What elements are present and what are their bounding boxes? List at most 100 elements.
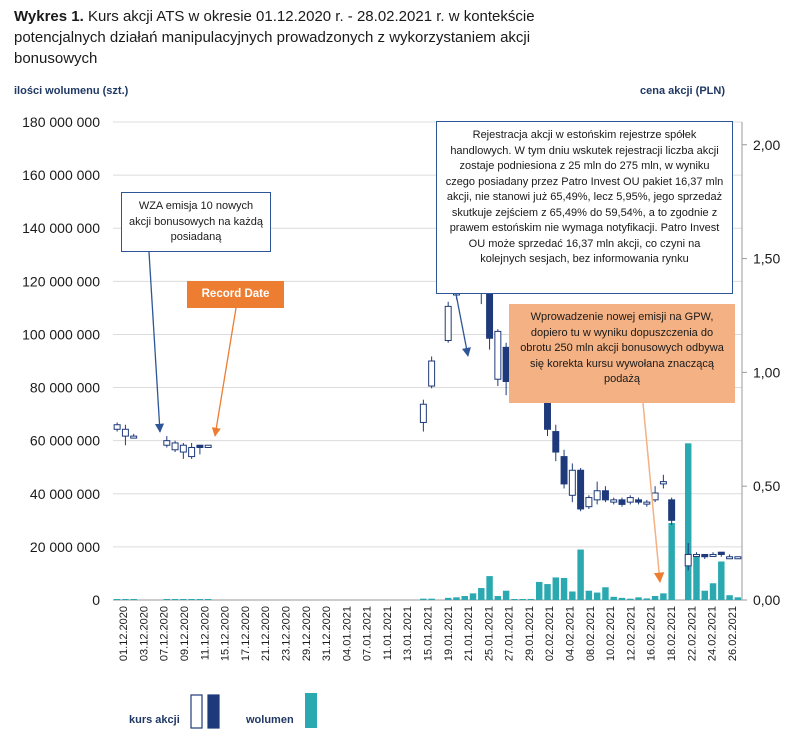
volume-bar (660, 593, 667, 600)
candle-down (601, 490, 609, 501)
x-tick-label: 21.01.2021 (463, 606, 475, 661)
x-tick: 04.01.2021 (341, 606, 353, 661)
volume-bar (486, 576, 493, 600)
volume-bar (461, 596, 468, 600)
candle-down (701, 553, 709, 558)
x-tick-label: 18.02.2021 (666, 606, 678, 661)
volume-bar (668, 522, 675, 600)
left-tick-label: 0 (92, 592, 100, 608)
emission-arrow (642, 402, 665, 584)
legend-volume-label: wolumen (245, 714, 294, 726)
volume-bar (420, 598, 427, 600)
candle-up (113, 424, 121, 430)
volume-bar (469, 593, 477, 600)
x-tick-label: 03.12.2020 (138, 606, 150, 661)
x-tick-label: 02.02.2021 (544, 606, 556, 661)
left-tick-label: 20 000 000 (30, 539, 100, 555)
volume-bar (602, 587, 609, 600)
legend-price-down-swatch (207, 694, 220, 729)
x-tick: 09.12.2020 (179, 606, 191, 661)
legend-price-label: kurs akcji (129, 714, 180, 726)
left-tick-label: 140 000 000 (22, 220, 100, 236)
candle-up (568, 469, 576, 496)
candle-up (659, 481, 667, 485)
volume-bar (635, 597, 642, 600)
x-tick-label: 25.01.2021 (483, 606, 495, 661)
candle-up (610, 499, 618, 503)
x-tick: 19.01.2021 (443, 606, 455, 661)
volume-bar (684, 443, 692, 600)
x-tick-label: 16.02.2021 (646, 606, 658, 661)
volume-bar (552, 577, 560, 600)
volume-bar (726, 595, 733, 600)
candle-up (163, 440, 171, 446)
candle-up (130, 435, 138, 439)
x-tick: 02.02.2021 (544, 606, 556, 661)
volume-bar (171, 599, 179, 600)
volume-bar (519, 599, 526, 600)
volume-bar (527, 598, 535, 600)
x-tick-label: 29.01.2021 (524, 606, 536, 661)
x-tick-label: 11.12.2020 (199, 606, 211, 660)
x-tick: 10.02.2021 (605, 606, 617, 661)
x-tick-label: 17.12.2020 (240, 606, 252, 661)
candle-up (204, 444, 212, 448)
volume-bar (536, 581, 543, 600)
volume-bar (610, 596, 617, 600)
volume-bar (693, 554, 700, 600)
volume-bar (188, 599, 195, 600)
x-tick-label: 21.12.2020 (260, 606, 272, 661)
x-tick: 29.12.2020 (301, 606, 313, 661)
x-tick-label: 04.02.2021 (565, 606, 577, 661)
candle-up (188, 446, 196, 458)
x-tick-label: 29.12.2020 (301, 606, 313, 661)
candle-up (726, 556, 734, 560)
x-tick-label: 15.12.2020 (220, 606, 232, 661)
candle-up (419, 403, 427, 423)
annotation-registration: Rejestracja akcji w estońskim rejestrze … (436, 121, 733, 294)
candle-down (560, 456, 568, 485)
candle-down (196, 444, 204, 448)
x-tick: 04.02.2021 (565, 606, 577, 661)
volume-bar (718, 561, 725, 600)
legend-price-up-swatch (190, 694, 203, 729)
right-tick-label: 1,50 (753, 251, 780, 267)
x-tick: 01.12.2020 (118, 606, 130, 661)
volume-bar (643, 598, 651, 600)
x-tick: 07.12.2020 (159, 606, 171, 661)
x-tick: 24.02.2021 (707, 606, 719, 661)
x-tick-label: 22.02.2021 (686, 606, 698, 661)
x-tick: 08.02.2021 (585, 606, 597, 661)
chart-title: Wykres 1. Kurs akcji ATS w okresie 01.12… (14, 8, 535, 67)
volume-bar (494, 596, 502, 600)
x-tick: 21.12.2020 (260, 606, 272, 661)
right-tick-label: 0,50 (753, 478, 780, 494)
volume-bar (478, 588, 485, 600)
x-tick-label: 27.01.2021 (504, 606, 516, 661)
x-tick-label: 31.12.2020 (321, 606, 333, 661)
candle-down (635, 499, 643, 503)
x-tick-label: 12.02.2021 (625, 606, 637, 661)
x-tick: 23.12.2020 (280, 606, 292, 661)
annotation-wza: WZA emisja 10 nowych akcji bonusowych na… (121, 192, 271, 252)
volume-bar (734, 597, 742, 600)
x-tick: 16.02.2021 (646, 606, 658, 661)
right-tick-label: 0,00 (753, 592, 780, 608)
volume-bar (453, 597, 460, 600)
volume-bar (130, 599, 137, 600)
volume-bar (180, 599, 187, 600)
annotation-new-emission: Wprowadzenie nowej emisji na GPW, dopier… (509, 304, 735, 403)
record-date-arrow (211, 307, 237, 437)
volume-bar (113, 599, 121, 600)
x-tick: 21.01.2021 (463, 606, 475, 661)
volume-bar (444, 597, 452, 600)
candle-up (651, 492, 659, 501)
x-tick: 11.12.2020 (199, 606, 211, 660)
left-tick-label: 120 000 000 (22, 273, 100, 289)
x-tick: 22.02.2021 (686, 606, 698, 661)
x-tick-label: 15.01.2021 (423, 606, 435, 661)
candle-up (709, 553, 717, 557)
candle-up (593, 490, 601, 501)
x-tick: 26.02.2021 (727, 606, 739, 661)
volume-bar (122, 599, 129, 600)
